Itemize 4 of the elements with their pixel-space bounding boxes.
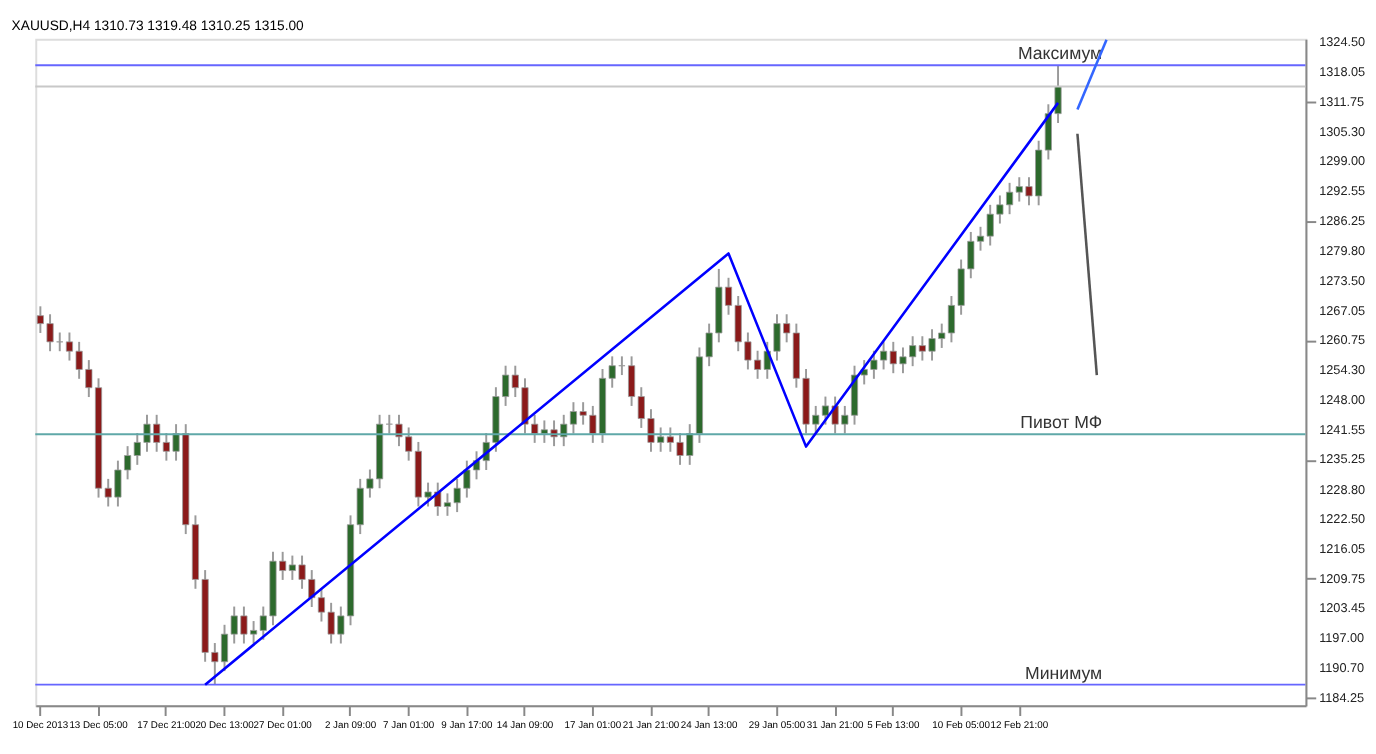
ref-line-label: Минимум (1025, 662, 1103, 683)
ref-line-label: Пивот МФ (1020, 412, 1103, 433)
ref-line-label: Максимум (1017, 43, 1103, 64)
candlestick (1054, 64, 1062, 124)
